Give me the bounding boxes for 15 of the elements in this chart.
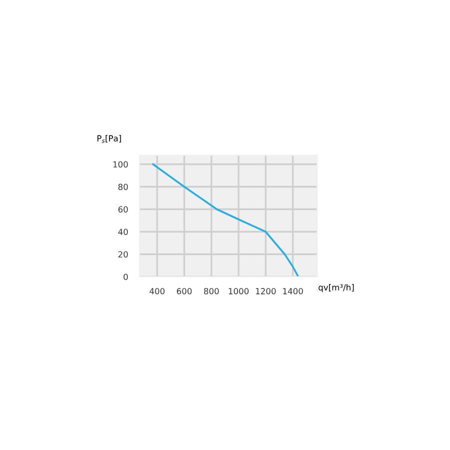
line-series bbox=[152, 163, 300, 277]
x-tick-label: 1200 bbox=[256, 288, 276, 294]
x-tick-label: 800 bbox=[204, 288, 219, 294]
x-tick-label: 600 bbox=[176, 288, 192, 294]
x-tick-label: 1000 bbox=[228, 288, 249, 294]
y-tick-label: 100 bbox=[113, 161, 128, 168]
y-tick-label: 40 bbox=[118, 228, 128, 236]
y-tick-label: 80 bbox=[118, 184, 128, 190]
y-axis-title: P$_{s}$[Pa] bbox=[97, 135, 121, 143]
x-tick-label: 400 bbox=[150, 288, 165, 294]
y-tick-label: 20 bbox=[118, 251, 128, 258]
y-tick-label: 60 bbox=[118, 206, 128, 213]
x-tick-label: 1400 bbox=[283, 288, 303, 294]
x-axis-title: qv[m³/h] bbox=[318, 284, 354, 292]
y-tick-label: 0 bbox=[124, 274, 128, 280]
